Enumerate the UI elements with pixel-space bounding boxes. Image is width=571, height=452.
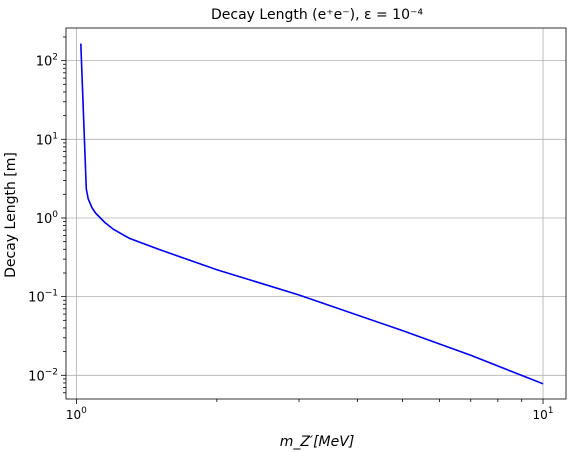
chart-title: Decay Length (e⁺e⁻), ε = 10⁻⁴ <box>211 7 423 23</box>
series-line-decay-length <box>80 43 544 385</box>
y-tick-label: 101 <box>36 131 58 148</box>
y-tick-label: 102 <box>36 53 58 70</box>
grid-lines <box>66 28 566 399</box>
y-tick-label: 10−2 <box>28 367 58 384</box>
plot-frame <box>65 27 567 400</box>
y-tick-label: 100 <box>36 210 59 227</box>
x-tick-label: 101 <box>533 406 554 422</box>
axis-ticks <box>61 36 544 404</box>
y-tick-label: 10−1 <box>28 289 58 306</box>
tick-labels: 100 101 10−2 10−1 100 101 102 <box>28 53 553 422</box>
y-axis-label: Decay Length [m] <box>3 152 19 278</box>
x-tick-label: 100 <box>66 406 87 422</box>
x-axis-label: m_Z′[MeV] <box>280 434 355 450</box>
